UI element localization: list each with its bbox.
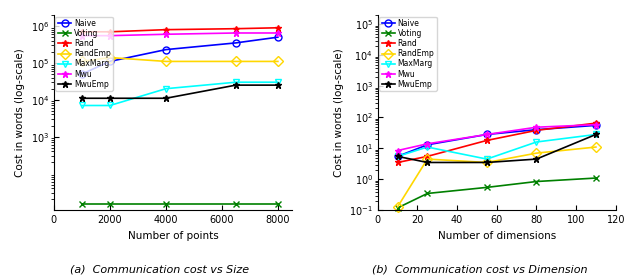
RandEmp [532,152,540,155]
RandEmp [162,60,170,63]
MwuEmp [483,161,491,164]
Rand [106,30,114,34]
Line: Voting: Voting [79,200,282,207]
Mwu [532,126,540,129]
RandEmp [106,56,114,59]
MaxMarg [483,157,491,161]
Naive [78,72,86,76]
Y-axis label: Cost in words (log-scale): Cost in words (log-scale) [333,48,344,177]
Naive [394,155,401,158]
Rand [424,155,431,158]
MwuEmp [592,133,600,136]
RandEmp [483,161,491,164]
Line: Mwu: Mwu [394,121,600,154]
Line: Rand: Rand [394,120,600,166]
Mwu [424,142,431,145]
Naive [592,124,600,127]
Rand [232,27,240,30]
Naive [424,143,431,147]
MaxMarg [424,145,431,149]
Voting [394,206,401,210]
Line: Voting: Voting [394,175,600,211]
Line: Rand: Rand [79,24,282,35]
Naive [106,60,114,63]
Text: (b)  Communication cost vs Dimension: (b) Communication cost vs Dimension [372,264,588,274]
MaxMarg [106,104,114,107]
Voting [232,202,240,205]
Voting [162,202,170,205]
Text: (a)  Communication cost vs Size: (a) Communication cost vs Size [70,264,250,274]
MaxMarg [532,140,540,144]
Line: Mwu: Mwu [79,29,282,39]
Legend: Naive, Voting, Rand, RandEmp, MaxMarg, Mwu, MwuEmp: Naive, Voting, Rand, RandEmp, MaxMarg, M… [56,16,113,91]
Naive [162,48,170,51]
MaxMarg [162,87,170,90]
Voting [106,202,114,205]
Mwu [232,31,240,35]
X-axis label: Number of dimensions: Number of dimensions [438,231,556,241]
Mwu [106,34,114,37]
Rand [592,122,600,125]
MaxMarg [274,81,282,84]
MwuEmp [106,97,114,100]
RandEmp [78,60,86,63]
Line: MaxMarg: MaxMarg [79,79,282,109]
Line: RandEmp: RandEmp [394,144,600,210]
RandEmp [232,60,240,63]
MwuEmp [162,97,170,100]
RandEmp [592,145,600,149]
Rand [274,26,282,29]
Rand [483,139,491,142]
Line: RandEmp: RandEmp [79,54,282,65]
Mwu [483,133,491,136]
MaxMarg [232,81,240,84]
MwuEmp [232,84,240,87]
Line: MwuEmp: MwuEmp [394,131,600,166]
Voting [424,192,431,195]
RandEmp [424,157,431,161]
Y-axis label: Cost in words (log-scale): Cost in words (log-scale) [15,48,25,177]
MwuEmp [78,97,86,100]
MwuEmp [532,157,540,161]
Voting [274,202,282,205]
Rand [78,30,86,34]
Line: MaxMarg: MaxMarg [394,131,600,163]
Mwu [78,34,86,37]
MwuEmp [274,84,282,87]
Line: MwuEmp: MwuEmp [79,82,282,102]
Mwu [592,123,600,126]
Voting [532,180,540,183]
Voting [483,186,491,189]
Line: Naive: Naive [394,122,600,160]
Naive [232,41,240,45]
Mwu [274,31,282,35]
MwuEmp [424,161,431,164]
Naive [483,133,491,136]
Mwu [162,33,170,36]
RandEmp [274,60,282,63]
Rand [162,28,170,31]
Rand [394,161,401,164]
Legend: Naive, Voting, Rand, RandEmp, MaxMarg, Mwu, MwuEmp: Naive, Voting, Rand, RandEmp, MaxMarg, M… [380,16,436,91]
Voting [78,202,86,205]
Voting [592,176,600,180]
MwuEmp [394,155,401,158]
Naive [532,128,540,131]
Naive [274,35,282,39]
MaxMarg [78,104,86,107]
Rand [532,129,540,132]
RandEmp [394,205,401,208]
MaxMarg [394,155,401,158]
MaxMarg [592,133,600,136]
Line: Naive: Naive [79,34,282,78]
X-axis label: Number of points: Number of points [127,231,218,241]
Mwu [394,149,401,152]
